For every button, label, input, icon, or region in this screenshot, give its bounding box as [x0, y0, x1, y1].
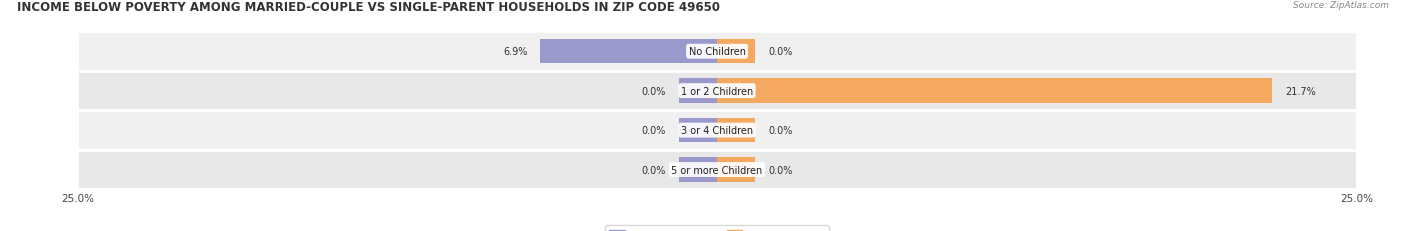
Bar: [540, 40, 717, 64]
Text: 1 or 2 Children: 1 or 2 Children: [681, 86, 754, 96]
Text: 21.7%: 21.7%: [1285, 86, 1316, 96]
Bar: [77, 32, 1357, 72]
Bar: [679, 158, 717, 182]
Bar: [679, 79, 717, 103]
Text: No Children: No Children: [689, 47, 745, 57]
Legend: Married Couples, Single Parents: Married Couples, Single Parents: [605, 225, 830, 231]
Text: 5 or more Children: 5 or more Children: [672, 165, 762, 175]
Bar: [679, 118, 717, 143]
Bar: [77, 111, 1357, 150]
Text: 6.9%: 6.9%: [503, 47, 527, 57]
Text: 0.0%: 0.0%: [768, 125, 793, 136]
Bar: [77, 72, 1357, 111]
Bar: [717, 158, 755, 182]
Text: INCOME BELOW POVERTY AMONG MARRIED-COUPLE VS SINGLE-PARENT HOUSEHOLDS IN ZIP COD: INCOME BELOW POVERTY AMONG MARRIED-COUPL…: [17, 1, 720, 14]
Text: 0.0%: 0.0%: [768, 165, 793, 175]
Bar: [717, 118, 755, 143]
Bar: [717, 79, 1272, 103]
Text: Source: ZipAtlas.com: Source: ZipAtlas.com: [1294, 1, 1389, 10]
Text: 3 or 4 Children: 3 or 4 Children: [681, 125, 754, 136]
Text: 0.0%: 0.0%: [641, 125, 666, 136]
Bar: [77, 150, 1357, 189]
Text: 0.0%: 0.0%: [641, 86, 666, 96]
Text: 0.0%: 0.0%: [641, 165, 666, 175]
Text: 0.0%: 0.0%: [768, 47, 793, 57]
Bar: [717, 40, 755, 64]
